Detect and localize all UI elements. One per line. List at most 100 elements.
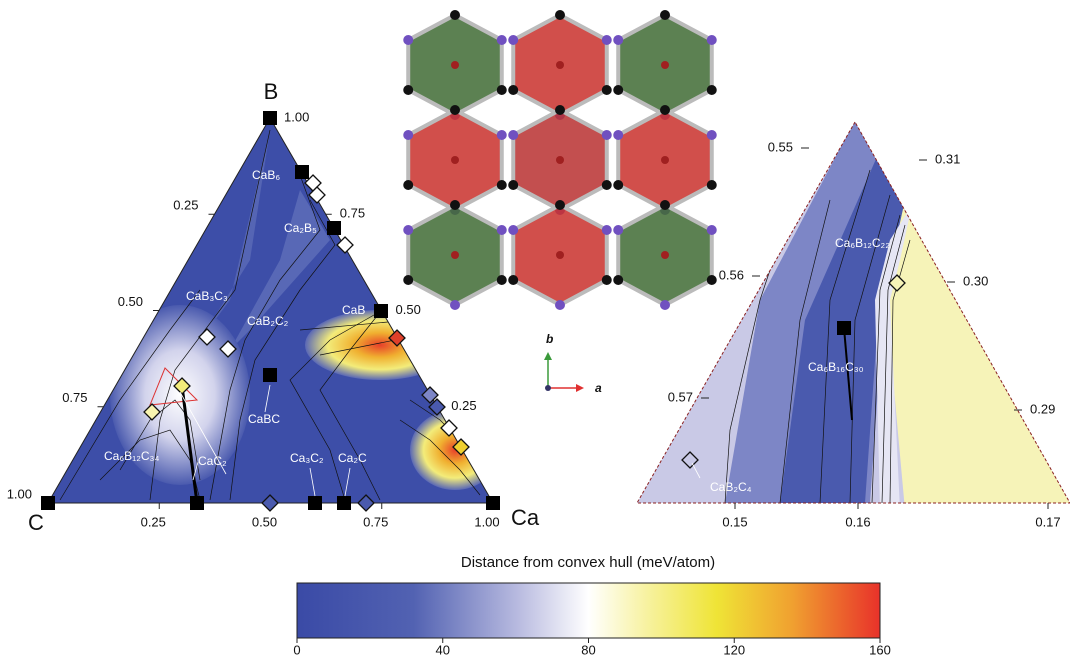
atom [602,225,612,235]
tick-label: 1.00 [7,486,32,501]
phase-marker [190,496,204,510]
phase-label: Ca₂C [338,451,367,465]
phase-marker [374,304,388,318]
atom [555,105,565,115]
phase-label: CaB₂C₄ [710,480,752,494]
phase-label: Ca₆B₁₂C₂₂ [835,236,890,250]
atom [508,130,518,140]
atom [555,10,565,20]
atom [403,225,413,235]
tick-label: 0.15 [722,514,747,529]
vertex-label: C [28,510,44,535]
tick-label: 160 [869,642,891,657]
phase-label: Ca₃C₂ [290,451,324,465]
atom [556,156,564,164]
atom [508,275,518,285]
tick-label: 0 [293,642,300,657]
tick-label: 1.00 [474,514,499,529]
tick-label: 0.16 [845,514,870,529]
tick-label: 0.50 [118,294,143,309]
atom [451,251,459,259]
atom [707,180,717,190]
atom [403,130,413,140]
tick-label: 0.56 [719,267,744,282]
atom [508,35,518,45]
phase-marker [41,496,55,510]
tick-label: 0.30 [963,273,988,288]
phase-label: CaB₃C₃ [186,289,228,303]
figure: b a Distance from convex hull (meV/atom)… [0,0,1070,659]
atom [450,105,460,115]
atom [661,61,669,69]
atom [555,300,565,310]
phase-marker [263,111,277,125]
tick-label: 80 [581,642,595,657]
phase-label: Ca₂B₅ [284,221,317,235]
atom [497,130,507,140]
tick-label: 0.17 [1035,514,1060,529]
atom [450,300,460,310]
atom [450,200,460,210]
phase-label: CaB₂C₂ [247,314,289,328]
atom [660,10,670,20]
phase-marker [295,165,309,179]
atom [707,85,717,95]
atom [497,85,507,95]
phase-label: CaB₆ [252,168,280,182]
atom [613,180,623,190]
atom [451,61,459,69]
tick-label: 0.25 [451,398,476,413]
tick-label: 0.50 [396,302,421,317]
atom [613,35,623,45]
atom [555,200,565,210]
tick-label: 40 [436,642,450,657]
atom [661,251,669,259]
structure-axes: b a [544,332,602,395]
atom [403,35,413,45]
atom [707,275,717,285]
colorbar [297,583,880,638]
atom [403,180,413,190]
atom [403,275,413,285]
tick-label: 0.75 [363,514,388,529]
atom [497,225,507,235]
atom [556,251,564,259]
atom [707,225,717,235]
tick-label: 0.75 [62,390,87,405]
crystal-structure [403,10,717,310]
atom [451,156,459,164]
phase-label: CaB [342,303,365,317]
tick-label: 0.25 [141,514,166,529]
tick-label: 1.00 [284,109,309,124]
atom [613,130,623,140]
phase-marker [837,321,851,335]
atom [497,180,507,190]
tick-label: 0.29 [1030,401,1055,416]
atom [602,275,612,285]
tick-label: 0.57 [668,389,693,404]
phase-marker [263,368,277,382]
atom [497,275,507,285]
atom [613,275,623,285]
atom [613,225,623,235]
phase-label: Ca₆B₁₆C₃₀ [808,360,864,374]
phase-marker [337,496,351,510]
atom [556,61,564,69]
atom [613,85,623,95]
colorbar-title: Distance from convex hull (meV/atom) [461,554,715,571]
tick-label: 0.75 [340,206,365,221]
atom [508,225,518,235]
phase-label: CaC₂ [198,454,227,468]
phase-marker [308,496,322,510]
atom [602,130,612,140]
phase-label: Ca₆B₁₂C₃₄ [104,449,159,463]
axis-label-b: b [546,332,553,346]
atom [707,35,717,45]
atom [660,300,670,310]
axis-label-a: a [595,381,602,395]
tick-label: 0.50 [252,514,277,529]
atom [660,200,670,210]
atom [602,35,612,45]
atom [661,156,669,164]
atom [602,180,612,190]
